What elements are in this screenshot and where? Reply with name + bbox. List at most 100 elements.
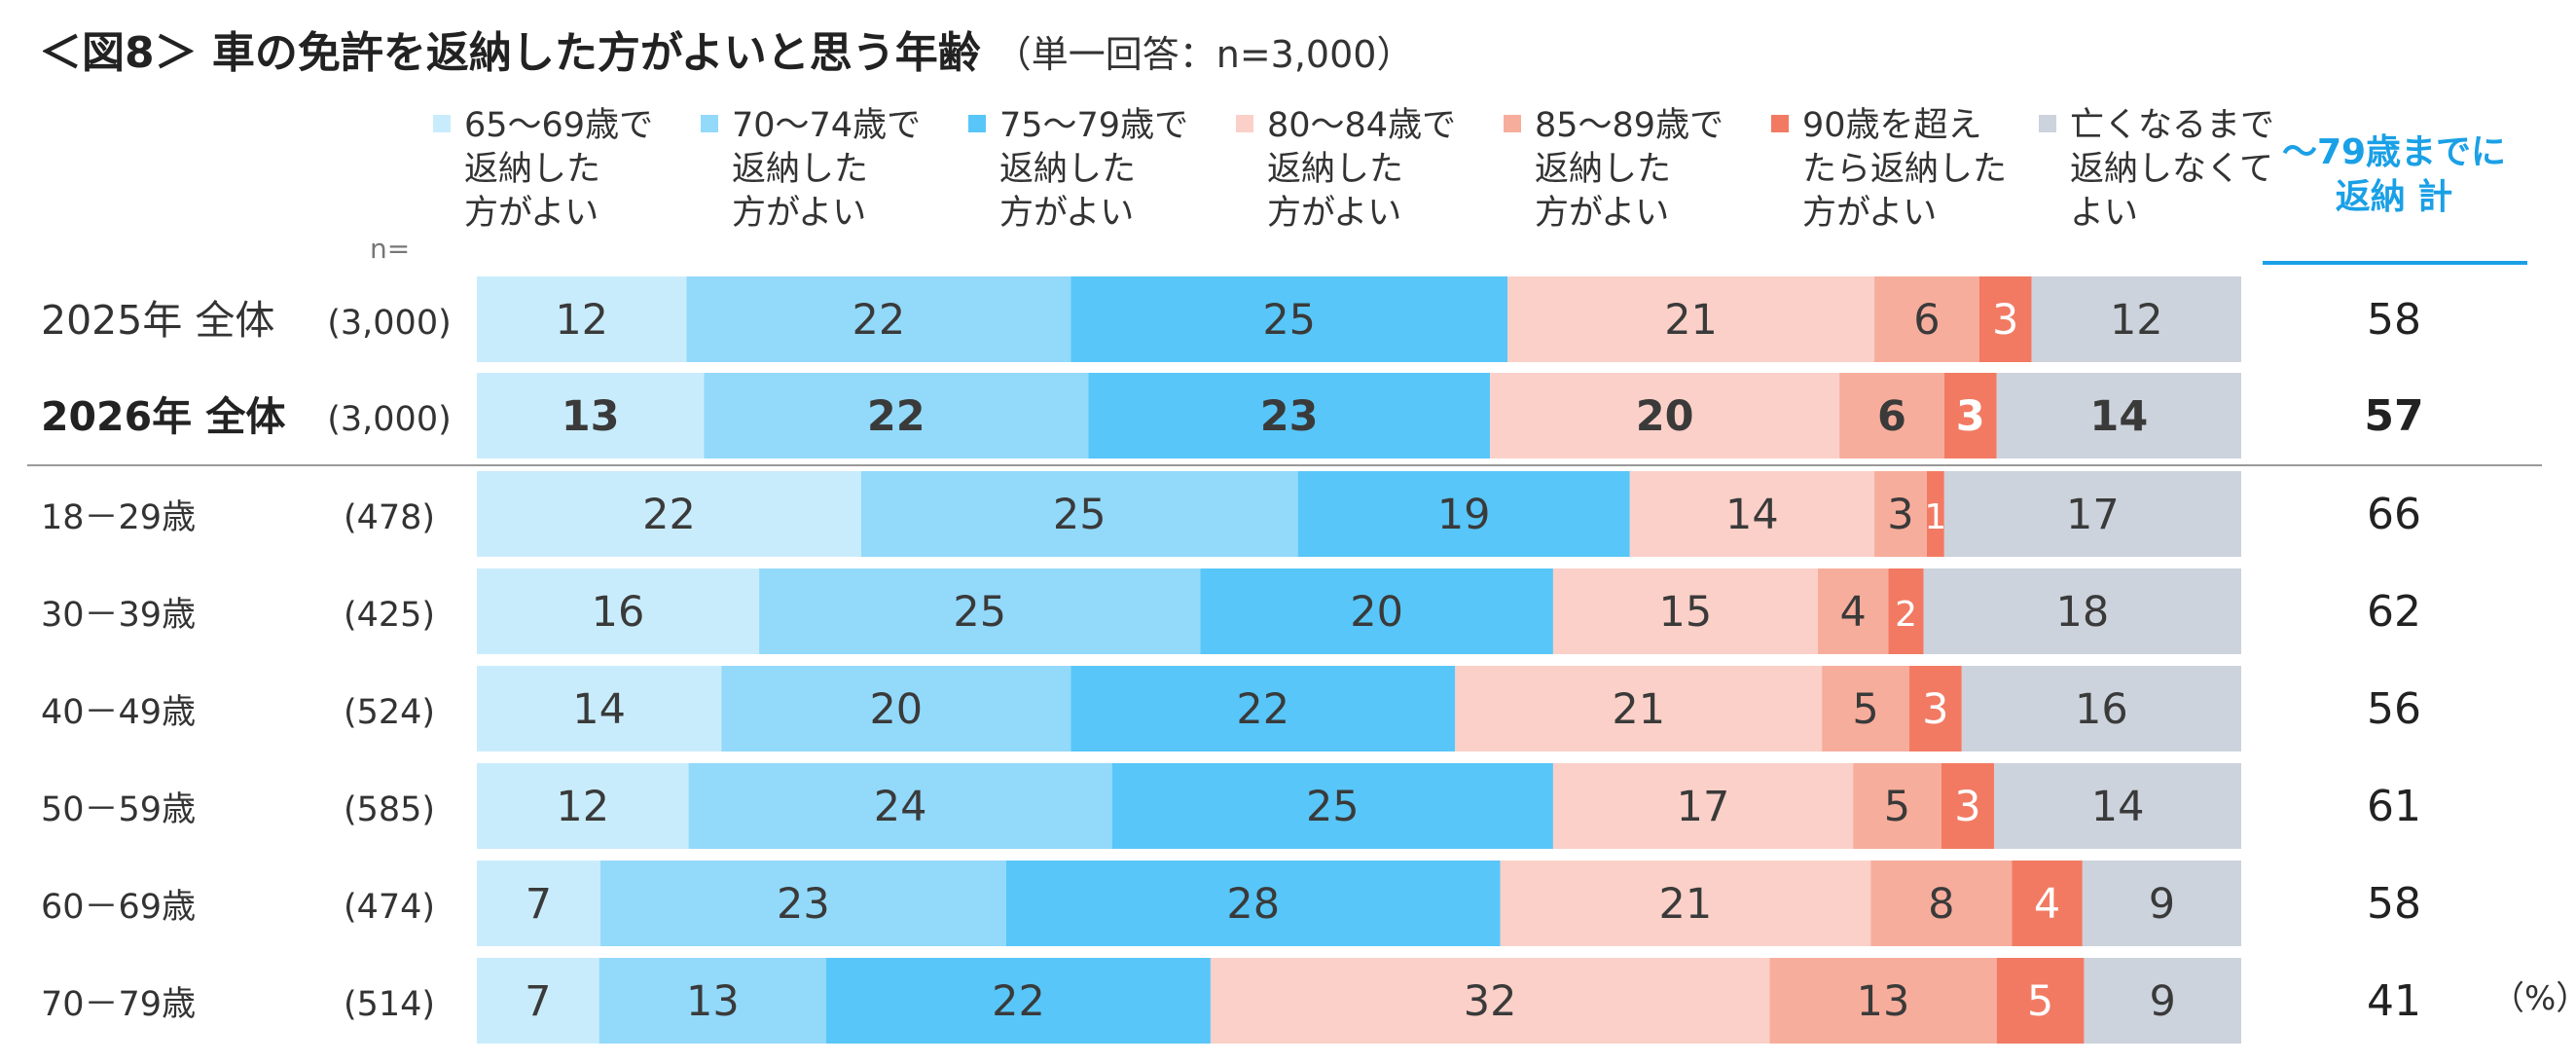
- legend-label: 返納した: [464, 150, 600, 189]
- bar-value-label: 22: [1236, 685, 1289, 734]
- bar-value-label: 17: [1677, 783, 1730, 831]
- row-label: 40－49歳: [41, 693, 196, 732]
- bar-value-label: 14: [1725, 491, 1779, 539]
- bar-segment: [1070, 666, 1456, 751]
- row-n: (524): [344, 693, 435, 732]
- bar-segment: [1853, 763, 1941, 849]
- bar-row: 70－79歳 (514) 7 13 22 32 13 5 9 41: [41, 958, 2421, 1044]
- bar-value-label: 25: [1053, 491, 1107, 539]
- legend-label: 方がよい: [999, 194, 1134, 233]
- chart-title-note: （単一回答：n=3,000）: [994, 33, 1414, 76]
- bar-segment: [1822, 666, 1909, 751]
- legend-label: 亡くなるまで: [2070, 106, 2274, 145]
- bar-value-label: 8: [1928, 880, 1954, 929]
- bar-value-label: 3: [1954, 783, 1980, 831]
- bar-value-label: 5: [2027, 977, 2053, 1026]
- bar-segment: [1500, 861, 1871, 946]
- bar-segment: [599, 861, 1006, 946]
- bar-segment: [1941, 763, 1995, 849]
- bar-segment: [2082, 861, 2241, 946]
- bar-value-label: 16: [592, 588, 645, 637]
- bar-value-label: 19: [1437, 491, 1491, 539]
- legend-label: 返納しなくて: [2070, 150, 2273, 189]
- bar-row: 2026年 全体 (3,000) 13 22 23 20 6 3 14 57: [41, 373, 2424, 458]
- bar-segment: [1297, 471, 1630, 557]
- row-total: 57: [2364, 391, 2423, 441]
- bar-segment: [1111, 763, 1553, 849]
- bar-segment: [1200, 568, 1553, 654]
- bar-segment: [1507, 276, 1875, 362]
- row-label: 18－29歳: [41, 498, 196, 537]
- bar-value-label: 2: [1895, 595, 1917, 635]
- legend-label: 70～74歳で: [732, 106, 921, 145]
- bar-value-label: 6: [1877, 392, 1906, 441]
- total-header-label: ～79歳までに: [2282, 132, 2506, 172]
- legend-label: 75～79歳で: [999, 106, 1188, 145]
- bar-segment: [1996, 373, 2241, 458]
- bar-row: 60－69歳 (474) 7 23 28 21 8 4 9 58: [41, 861, 2421, 946]
- bar-value-label: 22: [642, 491, 696, 539]
- bar-value-label: 1: [1924, 497, 1946, 537]
- bar-segment: [477, 276, 687, 362]
- bar-value-label: 14: [572, 685, 626, 734]
- row-total: 56: [2367, 684, 2421, 734]
- bar-value-label: 20: [1636, 392, 1694, 441]
- bar-segment: [1210, 958, 1770, 1044]
- bar-segment: [1961, 666, 2241, 751]
- legend-label: 方がよい: [1267, 194, 1401, 233]
- bar-value-label: 12: [556, 783, 609, 831]
- bar-value-label: 9: [2149, 880, 2175, 929]
- bar-value-label: 13: [1857, 977, 1910, 1026]
- row-total: 62: [2367, 587, 2421, 637]
- bar-segment: [1874, 276, 1979, 362]
- bar-segment: [1769, 958, 1997, 1044]
- bar-segment: [826, 958, 1211, 1044]
- bar-segment: [2084, 958, 2241, 1044]
- bar-row: 50－59歳 (585) 12 24 25 17 5 3 14 61: [41, 763, 2421, 849]
- bar-value-label: 12: [2110, 296, 2163, 345]
- row-label: 30－39歳: [41, 596, 196, 635]
- legend-label: 方がよい: [1535, 194, 1669, 233]
- bar-value-label: 25: [1306, 783, 1360, 831]
- bar-value-label: 14: [2091, 783, 2145, 831]
- bar-segment: [2012, 861, 2083, 946]
- bar-row: 30－39歳 (425) 16 25 20 15 4 2 18 62: [41, 568, 2421, 654]
- legend-swatch: [433, 115, 451, 132]
- bar-value-label: 21: [1659, 880, 1713, 929]
- bar-segment: [704, 373, 1089, 458]
- bar-segment: [1005, 861, 1501, 946]
- bar-segment: [1070, 276, 1508, 362]
- bar-value-label: 7: [525, 977, 551, 1026]
- legend-swatch: [1236, 115, 1253, 132]
- row-n: (514): [344, 985, 435, 1024]
- bar-segment: [1629, 471, 1875, 557]
- legend-label: 返納した: [732, 150, 868, 189]
- row-total: 66: [2367, 490, 2421, 539]
- bar-segment: [1552, 568, 1818, 654]
- bar-value-label: 22: [853, 296, 906, 345]
- bar-segment: [688, 763, 1112, 849]
- bar-value-label: 9: [2150, 977, 2176, 1026]
- bar-value-label: 17: [2066, 491, 2120, 539]
- bar-segment: [1870, 861, 2013, 946]
- bar-value-label: 12: [555, 296, 608, 345]
- bar-value-label: 4: [1839, 588, 1866, 637]
- row-n: (478): [344, 498, 435, 537]
- row-n: (3,000): [327, 400, 452, 439]
- bar-segment: [686, 276, 1071, 362]
- bar-segment: [477, 568, 760, 654]
- bar-segment: [721, 666, 1071, 751]
- bar-value-label: 22: [867, 392, 925, 441]
- legend-label: 方がよい: [732, 194, 866, 233]
- legend-label: 65～69歳で: [464, 106, 653, 145]
- row-label: 70－79歳: [41, 985, 196, 1024]
- bar-segment: [1874, 471, 1927, 557]
- chart-title-block: ＜図8＞ 車の免許を返納した方がよいと思う年齢 （単一回答：n=3,000）: [39, 18, 1413, 80]
- bar-value-label: 14: [2089, 392, 2148, 441]
- legend-swatch: [1771, 115, 1789, 132]
- bar-value-label: 21: [1612, 685, 1665, 734]
- bar-segment: [477, 958, 599, 1044]
- bar-segment: [759, 568, 1201, 654]
